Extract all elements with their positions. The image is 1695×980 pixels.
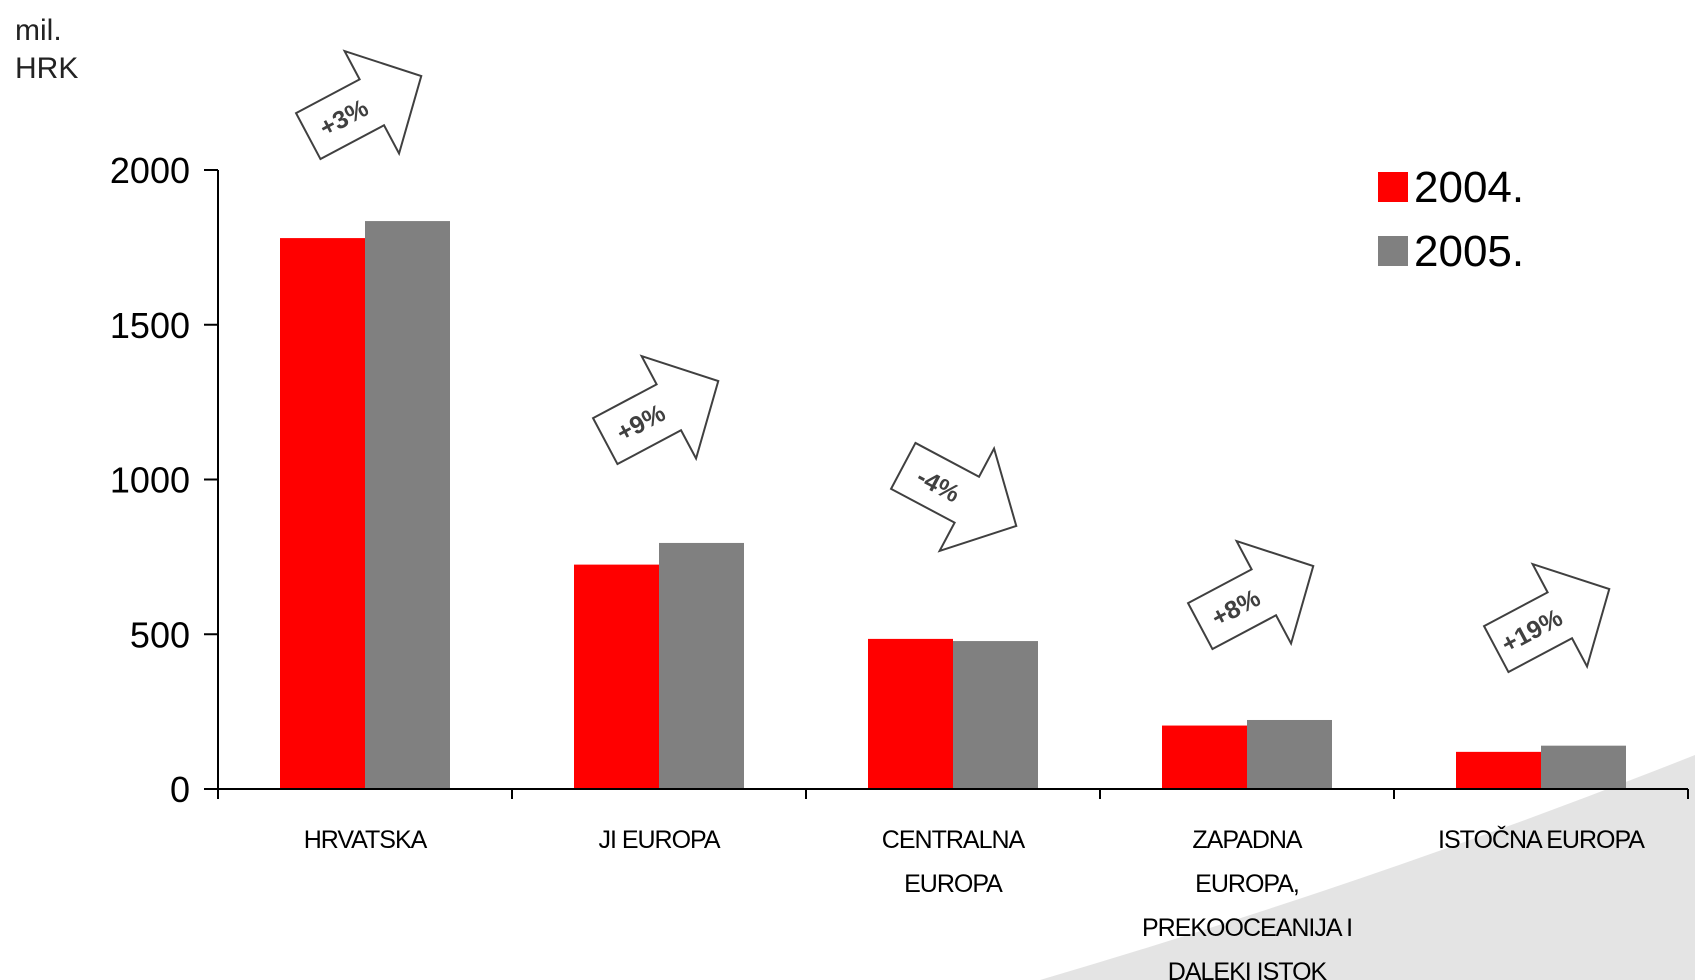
bar-2004 bbox=[868, 638, 953, 789]
bar-2005 bbox=[659, 542, 744, 789]
change-arrow-shape bbox=[591, 354, 720, 466]
x-category-label-line: EUROPA, bbox=[1195, 870, 1299, 898]
bar-2004 bbox=[574, 564, 659, 789]
bar-2005 bbox=[1541, 745, 1626, 789]
change-arrow: +19% bbox=[1482, 562, 1611, 674]
y-tick-label: 500 bbox=[130, 614, 190, 655]
x-category-label-line: HRVATSKA bbox=[304, 826, 428, 854]
x-category-label: CENTRALNA EUROPA bbox=[882, 826, 1026, 898]
background-swoosh-shape bbox=[1040, 755, 1695, 980]
bar-2004 bbox=[280, 238, 365, 790]
x-category-label: HRVATSKA bbox=[304, 826, 428, 854]
bar-2005 bbox=[365, 221, 450, 789]
x-category-label-line: CENTRALNA bbox=[882, 826, 1026, 854]
y-unit-label: mil. HRK bbox=[15, 12, 78, 88]
change-arrow: -4% bbox=[889, 441, 1018, 553]
legend-swatch bbox=[1378, 172, 1408, 202]
x-category-label-line: JI EUROPA bbox=[598, 826, 720, 854]
legend-swatch bbox=[1378, 236, 1408, 266]
y-tick-label: 1500 bbox=[110, 305, 190, 346]
y-tick-label: 1000 bbox=[110, 460, 190, 501]
x-category-label-line: PREKOOCEANIJA I bbox=[1142, 914, 1352, 942]
legend-label: 2004. bbox=[1414, 163, 1524, 212]
y-unit-line-2: HRK bbox=[15, 52, 79, 85]
x-category-label-line: EUROPA bbox=[904, 870, 1003, 898]
bar-2004 bbox=[1162, 725, 1247, 789]
change-arrow-shape bbox=[889, 441, 1018, 553]
change-arrow-shape bbox=[1186, 539, 1315, 651]
x-category-label-line: ZAPADNA bbox=[1192, 826, 1303, 854]
y-tick-label: 2000 bbox=[110, 150, 190, 191]
x-category-label-line: ISTOČNA EUROPA bbox=[1438, 825, 1645, 854]
x-category-label: ISTOČNA EUROPA bbox=[1438, 825, 1645, 854]
x-category-label-line: DALEKI ISTOK bbox=[1168, 958, 1328, 980]
change-arrow: +3% bbox=[294, 49, 423, 161]
bar-2004 bbox=[1456, 751, 1541, 789]
y-tick-label: 0 bbox=[170, 769, 190, 810]
legend-label: 2005. bbox=[1414, 227, 1524, 276]
change-arrow: +9% bbox=[591, 354, 720, 466]
bar-2005 bbox=[953, 641, 1038, 789]
bar-2005 bbox=[1247, 719, 1332, 789]
y-unit-line-1: mil. bbox=[15, 14, 62, 47]
change-arrow-shape bbox=[1482, 562, 1611, 674]
change-arrow: +8% bbox=[1186, 539, 1315, 651]
x-category-label: ZAPADNA EUROPA, PREKOOCEANIJA I DALEKI ISTO… bbox=[1142, 826, 1352, 980]
x-category-label: JI EUROPA bbox=[598, 826, 720, 854]
change-arrow-shape bbox=[294, 49, 423, 161]
